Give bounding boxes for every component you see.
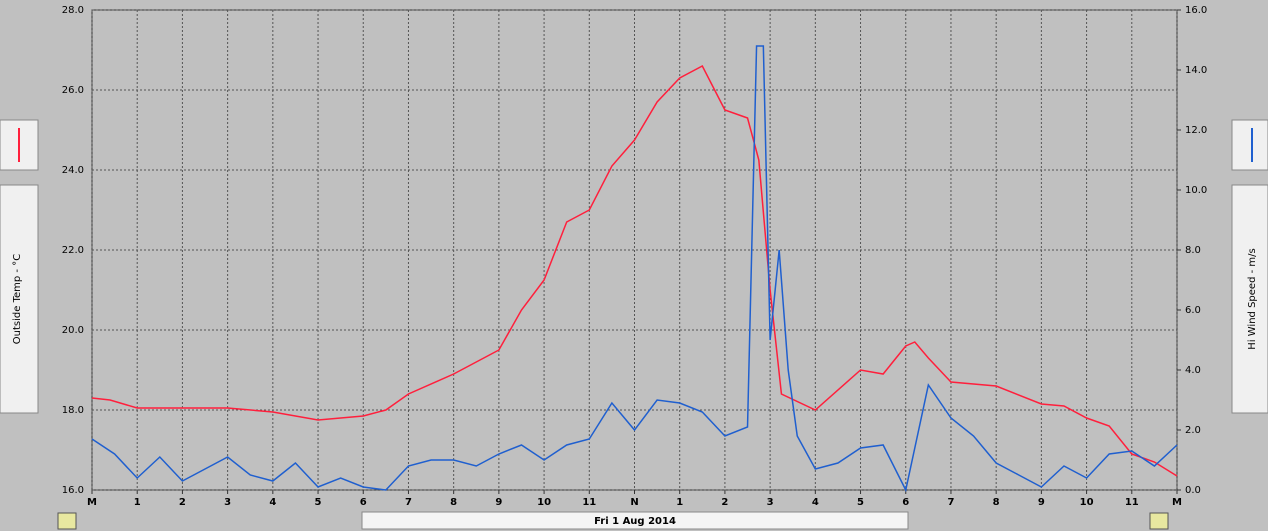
left-legend-box <box>0 184 39 414</box>
y-tick-label: 20.0 <box>62 325 84 336</box>
x-tick-label: 3 <box>767 497 774 508</box>
legend-label: Outside Temp - °C <box>12 254 23 344</box>
x-tick-label: 11 <box>1125 497 1139 508</box>
x-tick-label: 4 <box>269 497 276 508</box>
right-legend-key <box>1231 119 1268 171</box>
y-tick-label: 18.0 <box>62 405 84 416</box>
x-tick-label: 1 <box>134 497 141 508</box>
x-title: Fri 1 Aug 2014 <box>594 516 676 527</box>
y2-tick-label: 0.0 <box>1185 485 1201 496</box>
date-bar[interactable] <box>361 511 909 530</box>
lock-icon[interactable] <box>1149 512 1169 530</box>
y-tick-label: 24.0 <box>62 165 84 176</box>
x-tick-label: 11 <box>582 497 596 508</box>
y-tick-label: 22.0 <box>62 245 84 256</box>
x-tick-label: 7 <box>405 497 412 508</box>
right-legend-box <box>1231 184 1268 414</box>
x-tick-label: 8 <box>450 497 457 508</box>
x-tick-label: M <box>87 497 97 508</box>
x-tick-label: 5 <box>315 497 322 508</box>
x-tick-label: 3 <box>224 497 231 508</box>
x-tick-label: 2 <box>721 497 728 508</box>
x-tick-label: 6 <box>360 497 367 508</box>
x-tick-label: 8 <box>993 497 1000 508</box>
y2-tick-label: 16.0 <box>1185 5 1207 16</box>
x-tick-label: 5 <box>857 497 864 508</box>
legend-label: Hi Wind Speed - m/s <box>1247 248 1258 349</box>
x-tick-label: 10 <box>537 497 551 508</box>
y2-tick-label: 8.0 <box>1185 245 1201 256</box>
y2-tick-label: 2.0 <box>1185 425 1201 436</box>
x-tick-label: 10 <box>1080 497 1094 508</box>
x-tick-label: 7 <box>947 497 954 508</box>
y2-tick-label: 12.0 <box>1185 125 1207 136</box>
y2-tick-label: 6.0 <box>1185 305 1201 316</box>
x-tick-label: 9 <box>495 497 502 508</box>
y2-tick-label: 10.0 <box>1185 185 1207 196</box>
y-tick-label: 26.0 <box>62 85 84 96</box>
x-tick-label: 6 <box>902 497 909 508</box>
x-tick-label: 2 <box>179 497 186 508</box>
x-tick-label: 1 <box>676 497 683 508</box>
series-line <box>91 64 1178 477</box>
x-tick-label: 9 <box>1038 497 1045 508</box>
y2-tick-label: 4.0 <box>1185 365 1201 376</box>
lock-icon[interactable] <box>57 512 77 530</box>
x-tick-label: M <box>1172 497 1182 508</box>
series-line <box>91 45 1178 493</box>
y-tick-label: 16.0 <box>62 485 84 496</box>
x-tick-label: 4 <box>812 497 819 508</box>
y2-tick-label: 14.0 <box>1185 65 1207 76</box>
x-tick-label: N <box>630 497 638 508</box>
y-tick-label: 28.0 <box>62 5 84 16</box>
